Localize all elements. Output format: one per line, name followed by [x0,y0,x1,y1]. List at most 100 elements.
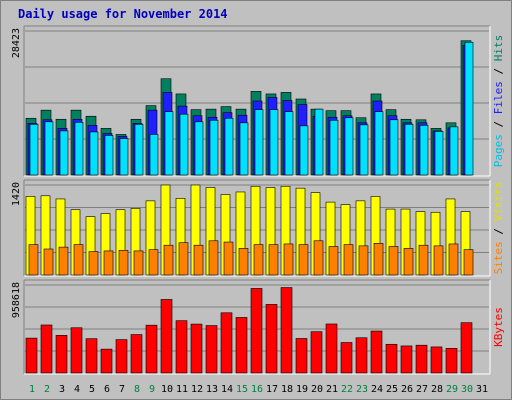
bar-kbytes-day-11 [175,320,188,374]
bar-kbytes-day-18 [280,287,293,374]
bar-kbytes-day-29 [445,348,458,374]
x-tick-label: 13 [206,384,218,395]
bar-sites-day-28 [433,245,444,276]
bar-kbytes-day-6 [100,348,113,374]
x-tick-label: 11 [176,384,188,395]
bar-pages-day-8 [134,124,144,176]
x-tick-label: 31 [476,384,488,395]
bar-sites-day-18 [283,243,294,276]
bar-sites-day-27 [418,244,429,276]
x-tick-label: 21 [326,384,338,395]
bar-pages-day-11 [179,113,189,176]
bar-kbytes-day-25 [385,343,398,374]
bar-kbytes-day-26 [400,345,413,374]
bar-pages-day-10 [164,111,174,176]
legend-hits: Hits [492,35,505,62]
bar-sites-day-9 [148,249,159,276]
bar-pages-day-5 [89,131,99,176]
legend-separator: / [492,114,505,134]
bar-pages-day-22 [344,117,354,176]
bar-kbytes-day-30 [460,322,473,374]
x-tick-label: 2 [44,384,50,395]
legend-pages: Pages [492,134,505,167]
x-tick-label: 8 [134,384,140,395]
bar-kbytes-day-21 [325,323,338,374]
bar-sites-day-13 [208,240,219,276]
bar-sites-day-20 [313,240,324,276]
x-tick-label: 1 [29,384,35,395]
bar-sites-day-25 [388,246,399,276]
bar-kbytes-day-28 [430,346,443,374]
bar-pages-day-28 [434,131,444,176]
bar-pages-day-17 [269,109,279,176]
bar-pages-day-25 [389,119,399,176]
bar-pages-day-21 [329,119,339,176]
bar-kbytes-day-7 [115,339,128,374]
x-tick-label: 5 [89,384,95,395]
bar-kbytes-day-24 [370,330,383,374]
bar-sites-day-15 [238,248,249,276]
x-tick-label: 9 [149,384,155,395]
panel-visits-sites-legend: Sites / Visits [492,182,505,275]
x-tick-label: 22 [341,384,353,395]
x-tick-label: 15 [236,384,248,395]
bar-pages-day-24 [374,111,384,176]
x-tick-label: 4 [74,384,80,395]
bar-kbytes-day-23 [355,337,368,374]
panel-kbytes-legend: KBytes [492,307,505,347]
bar-sites-day-23 [358,245,369,276]
bar-pages-day-1 [29,124,39,176]
panel-hits-files-pages-max-label: 28423 [11,28,22,58]
bar-pages-day-2 [44,121,54,176]
bar-kbytes-day-17 [265,304,278,374]
bar-pages-day-18 [284,111,294,176]
bar-pages-day-7 [119,138,129,176]
bar-sites-day-8 [133,250,144,276]
bar-sites-day-12 [193,244,204,276]
bar-kbytes-day-13 [205,325,218,374]
bar-kbytes-day-8 [130,334,143,374]
legend-separator: / [492,61,505,81]
bar-pages-day-3 [59,130,69,176]
bar-kbytes-day-2 [40,324,53,374]
bar-sites-day-22 [343,244,354,276]
x-tick-label: 27 [416,384,428,395]
bar-pages-day-19 [299,125,309,176]
bar-pages-day-20 [314,108,324,176]
bar-pages-day-9 [149,134,159,176]
x-tick-label: 26 [401,384,413,395]
x-tick-label: 14 [221,384,233,395]
legend-sites: Sites [492,241,505,274]
bar-pages-day-16 [254,109,264,176]
x-tick-label: 23 [356,384,368,395]
bar-sites-day-6 [103,250,114,276]
bar-kbytes-day-16 [250,288,263,374]
bar-kbytes-day-10 [160,299,173,374]
x-tick-label: 17 [266,384,278,395]
legend-files: Files [492,81,505,114]
bar-sites-day-2 [43,248,54,276]
bar-pages-day-14 [224,117,234,176]
bar-pages-day-23 [359,124,369,176]
x-tick-label: 18 [281,384,293,395]
bar-pages-day-13 [209,119,219,176]
x-tick-label: 3 [59,384,65,395]
x-tick-label: 25 [386,384,398,395]
bar-pages-day-15 [239,122,249,176]
panel-hits-files-pages-legend: Pages / Files / Hits [492,35,505,168]
x-tick-label: 30 [461,384,473,395]
bar-kbytes-day-22 [340,342,353,374]
bar-kbytes-day-14 [220,312,233,374]
legend-separator: / [492,221,505,241]
bar-sites-day-19 [298,244,309,276]
bar-sites-day-14 [223,241,234,276]
bar-pages-day-27 [419,125,429,176]
bar-sites-day-3 [58,246,69,276]
bar-pages-day-12 [194,121,204,176]
bar-pages-day-26 [404,124,414,176]
bar-sites-day-10 [163,244,174,276]
bar-kbytes-day-9 [145,324,158,374]
bar-sites-day-29 [448,243,459,276]
